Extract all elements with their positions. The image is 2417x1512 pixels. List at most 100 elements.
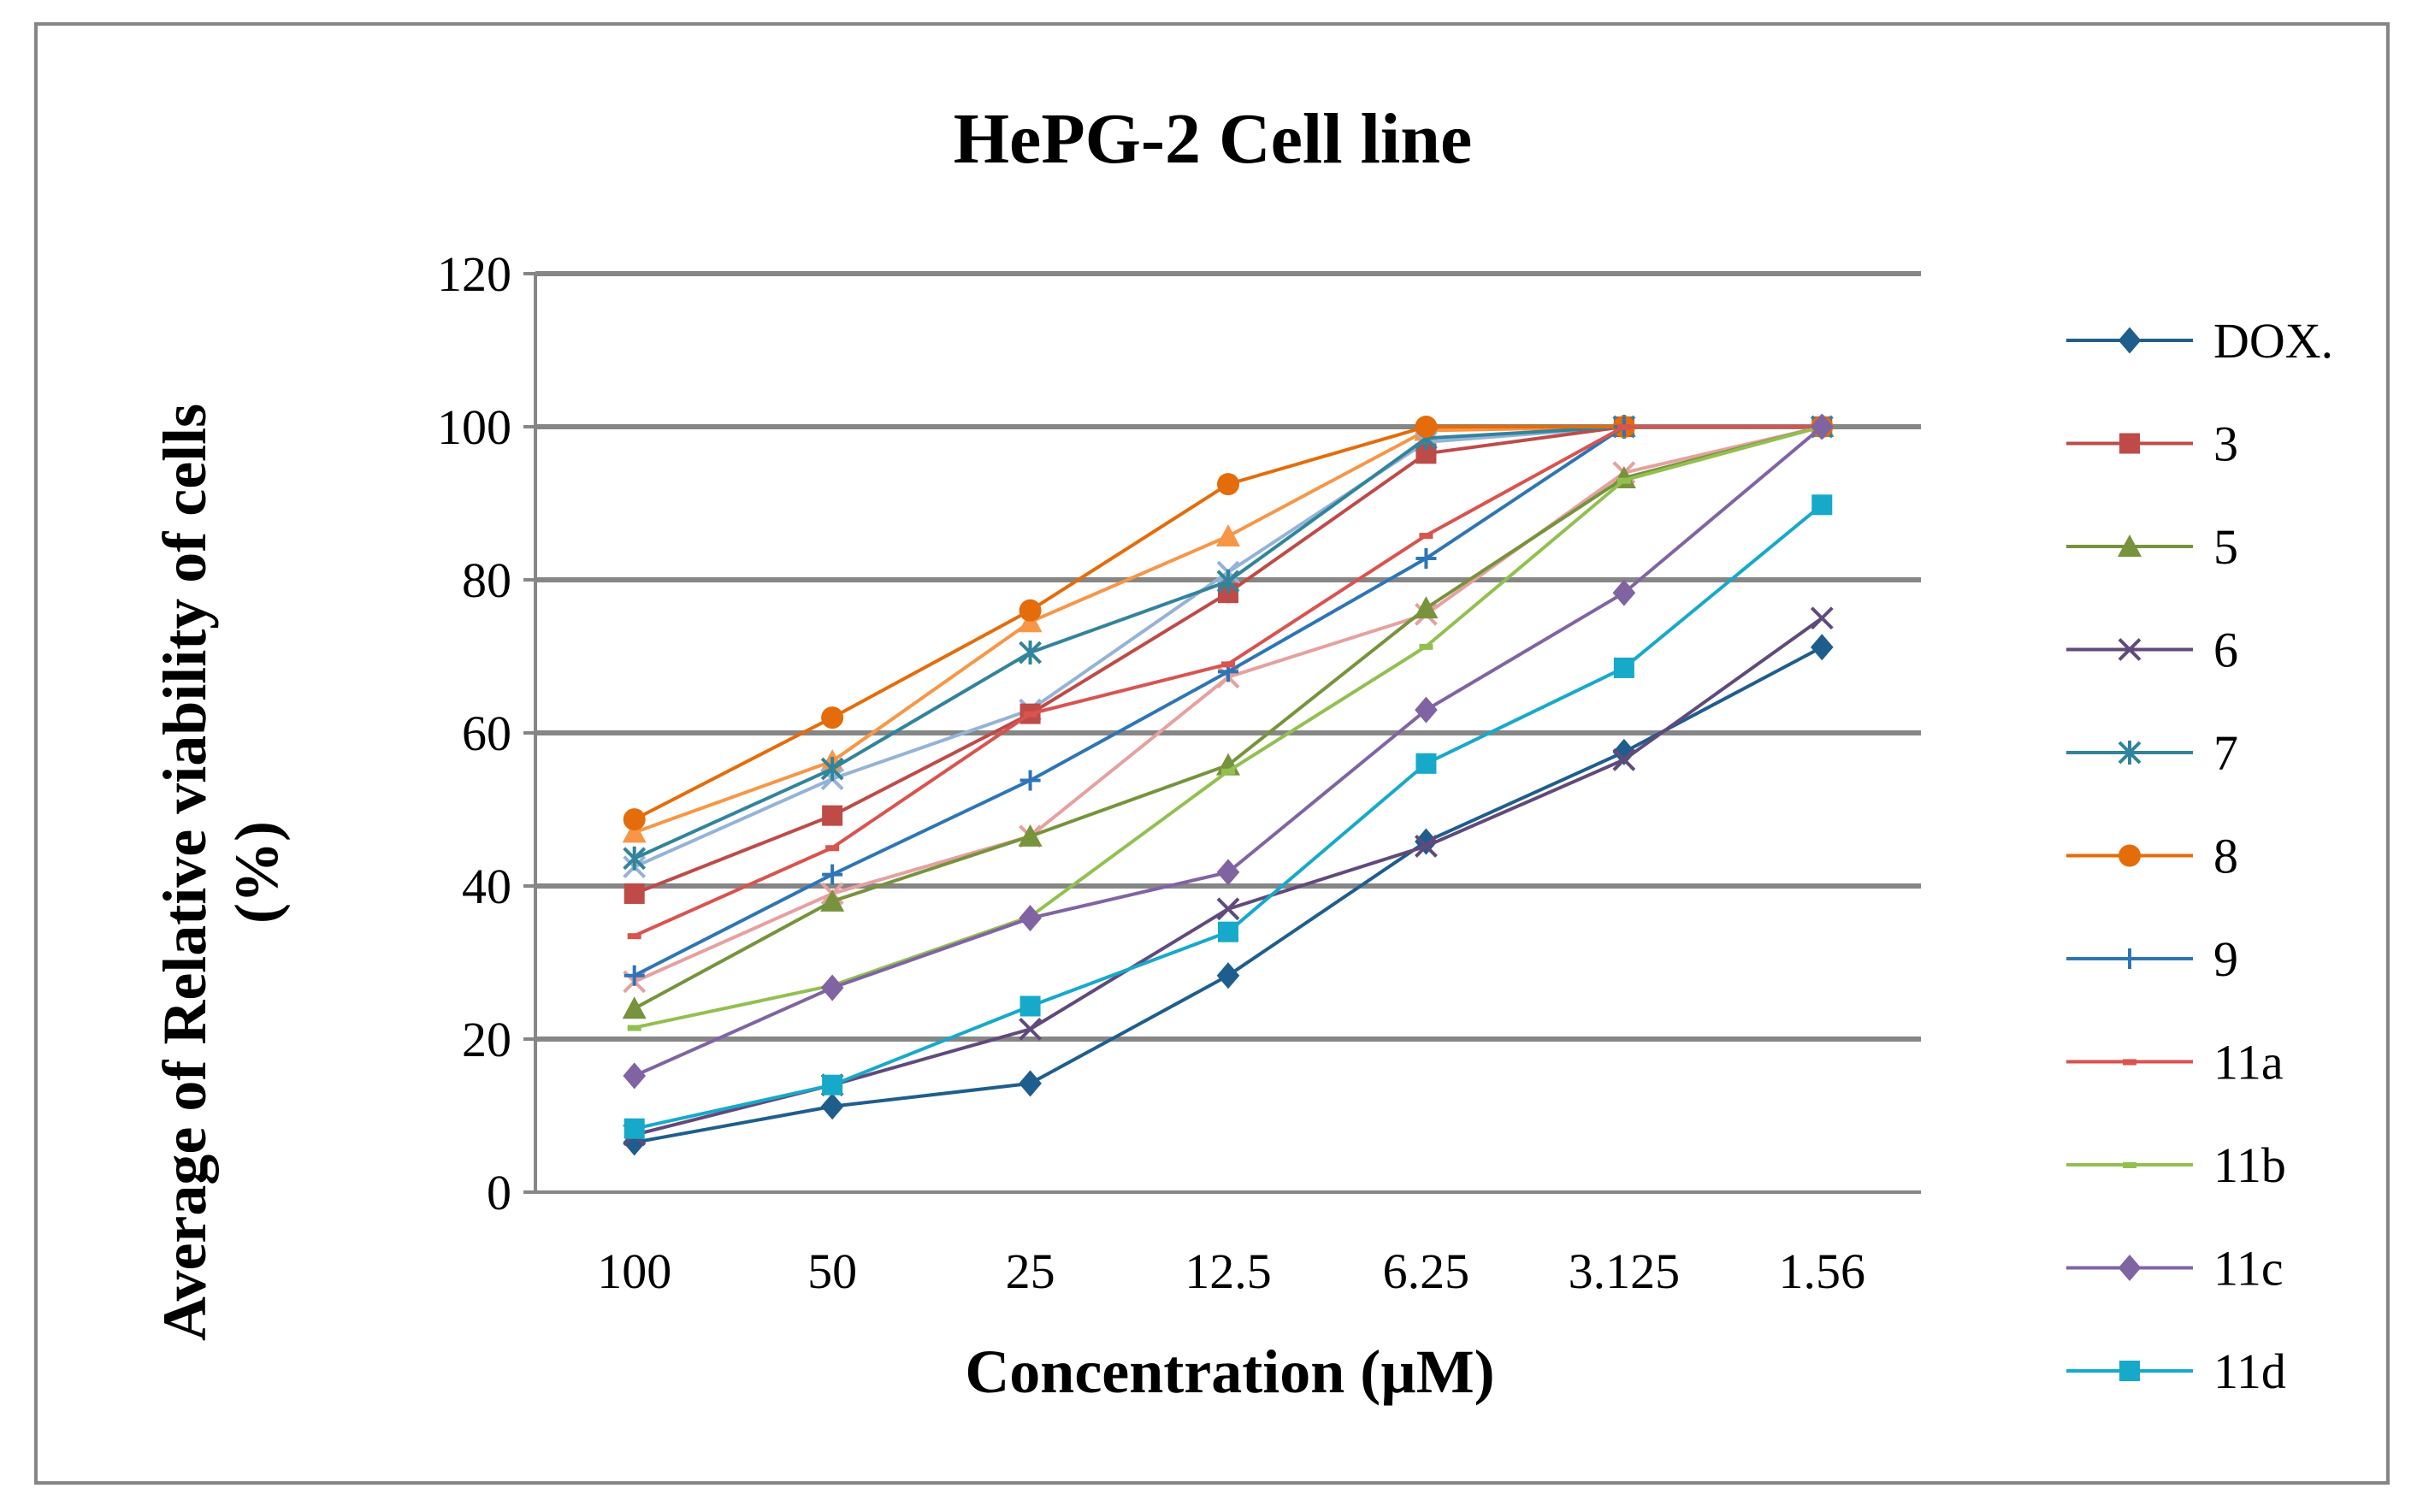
point-11d-12.5: [1218, 921, 1238, 942]
point-11b-12.5: [1221, 768, 1235, 775]
chart-svg: HePG-2 Cell line 0 20 40 60 80 100 120 100 50 25…: [151, 99, 2333, 1406]
y-tick-label-100: 100: [437, 399, 511, 455]
legend: DOX. 3 5 6 7 8 9 11a 11b 11c 11d: [2066, 313, 2333, 1399]
legend-label-7: 7: [2213, 725, 2238, 781]
x-tick-labels: 100 50 25 12.5 6.25 3.125 1.56: [597, 1243, 1865, 1299]
point-11c-25: [1019, 905, 1042, 932]
legend-label-11a: 11a: [2213, 1035, 2284, 1090]
point-11d-1.56: [1811, 494, 1833, 516]
point-7-12.5: [1216, 569, 1240, 594]
legend-label-DOX.: DOX.: [2213, 313, 2333, 369]
legend-item-11c: 11c: [2066, 1241, 2284, 1296]
series-lines: [622, 413, 1835, 1156]
series-line-9: [633, 425, 1823, 977]
point-5-25: [1018, 824, 1043, 847]
point-11b-100: [627, 1025, 641, 1031]
series-line-3: [633, 425, 1823, 895]
legend-marker-9: [2119, 948, 2140, 969]
point-11c-6.25: [1415, 696, 1438, 724]
point-11c-1.56: [1810, 413, 1834, 440]
y-tick-label-120: 120: [437, 246, 511, 302]
y-tick-label-20: 20: [462, 1012, 511, 1067]
legend-marker-7: [2118, 741, 2142, 765]
point-9-25: [1019, 770, 1041, 791]
chart-title: HePG-2 Cell line: [954, 99, 1473, 179]
point-8-6.25: [1415, 416, 1438, 438]
y-tick-label-80: 80: [462, 552, 511, 608]
point-8-12.5: [1217, 473, 1239, 496]
series-extra-13: [623, 415, 1834, 994]
point-9-100: [623, 965, 645, 986]
legend-label-11c: 11c: [2213, 1241, 2284, 1296]
point-11d-25: [1019, 995, 1041, 1017]
x-tick-label-3.125: 3.125: [1569, 1243, 1681, 1299]
gridlines: [535, 271, 1921, 1042]
point-11a-12.5: [1221, 661, 1235, 668]
point-11a-50: [825, 845, 840, 852]
chart-frame: HePG-2 Cell line 0 20 40 60 80 100 120 100 50 25…: [34, 22, 2390, 1485]
y-tick-label-40: 40: [462, 859, 511, 914]
point-7-100: [623, 846, 647, 871]
legend-label-5: 5: [2213, 519, 2238, 575]
point-DOX.-1.56: [1810, 634, 1834, 661]
legend-label-3: 3: [2213, 416, 2238, 472]
point-11b-6.25: [1419, 643, 1433, 650]
point-3-100: [623, 883, 645, 904]
point-11d-100: [623, 1118, 645, 1139]
legend-item-5: 5: [2066, 519, 2238, 575]
point-11c-12.5: [1216, 859, 1240, 886]
series-11d: [623, 494, 1833, 1139]
legend-marker-8: [2119, 844, 2141, 867]
y-axis-label-line2: (%): [222, 821, 291, 924]
point-11d-6.25: [1415, 753, 1437, 774]
legend-label-11d: 11d: [2213, 1344, 2286, 1399]
x-axis-label: Concentration (µM): [965, 1338, 1494, 1406]
x-tick-label-12.5: 12.5: [1185, 1243, 1272, 1299]
point-11d-3.125: [1613, 657, 1634, 678]
legend-marker-6: [2118, 638, 2142, 661]
legend-item-3: 3: [2066, 416, 2238, 472]
legend-item-DOX.: DOX.: [2066, 313, 2333, 369]
point-extra-11-100: [622, 820, 647, 843]
point-11c-50: [820, 974, 844, 1001]
point-8-50: [821, 706, 844, 729]
x-tick-label-6.25: 6.25: [1383, 1243, 1470, 1299]
point-DOX.-25: [1019, 1070, 1042, 1097]
series-DOX.: [623, 634, 1834, 1156]
legend-marker-5: [2118, 535, 2142, 557]
legend-item-8: 8: [2066, 829, 2238, 884]
legend-marker-11d: [2119, 1361, 2140, 1381]
legend-marker-11b: [2123, 1162, 2136, 1168]
x-tick-label-25: 25: [1006, 1243, 1055, 1299]
legend-item-11d: 11d: [2066, 1344, 2286, 1399]
point-5-50: [820, 889, 845, 912]
legend-item-6: 6: [2066, 623, 2238, 678]
legend-marker-DOX.: [2118, 327, 2142, 354]
point-6-3.125: [1612, 747, 1636, 771]
x-tick-label-1.56: 1.56: [1779, 1243, 1866, 1299]
point-11d-50: [822, 1074, 843, 1096]
point-extra-11-12.5: [1216, 523, 1240, 546]
point-11a-6.25: [1419, 533, 1433, 540]
series-line-DOX.: [634, 645, 1823, 1144]
legend-label-6: 6: [2213, 623, 2238, 678]
point-11b-3.125: [1616, 477, 1631, 484]
legend-item-7: 7: [2066, 725, 2238, 781]
x-tick-label-50: 50: [807, 1243, 857, 1299]
point-DOX.-50: [820, 1093, 844, 1120]
series-line-5: [633, 425, 1823, 1010]
point-DOX.-12.5: [1216, 962, 1240, 989]
legend-item-11a: 11a: [2066, 1035, 2284, 1090]
series-11c: [623, 413, 1834, 1090]
point-7-50: [820, 757, 844, 782]
point-11a-100: [627, 933, 641, 940]
point-5-6.25: [1414, 596, 1439, 619]
point-6-12.5: [1216, 897, 1240, 921]
point-11a-25: [1023, 711, 1037, 718]
y-tick-label-60: 60: [462, 706, 511, 761]
point-6-6.25: [1415, 835, 1438, 858]
legend-label-9: 9: [2213, 931, 2238, 987]
point-6-1.56: [1810, 606, 1834, 630]
point-11c-3.125: [1612, 579, 1636, 606]
point-7-25: [1019, 641, 1042, 665]
